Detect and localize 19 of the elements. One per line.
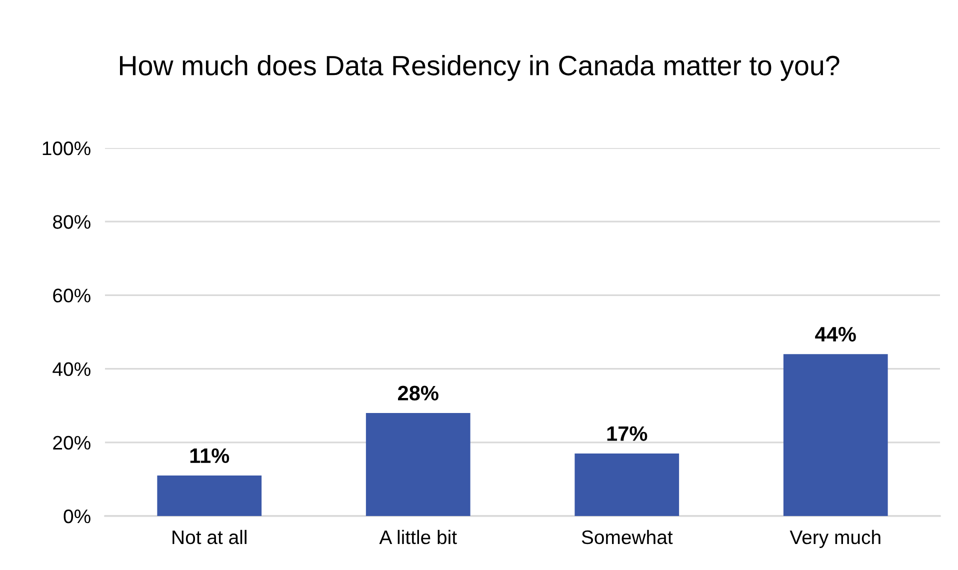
bar	[366, 412, 470, 516]
data-label: 17%	[607, 426, 648, 441]
y-tick-label: 80%	[53, 215, 90, 229]
bar	[157, 476, 262, 516]
chart-title: How much does Data Residency in Canada matter to you?	[120, 55, 840, 81]
x-tick-label: Very much	[790, 530, 880, 548]
data-label: 44%	[815, 326, 856, 342]
x-tick-label: A little bit	[379, 530, 457, 544]
data-label: 28%	[398, 386, 438, 401]
x-tick-label: Somewhat	[582, 530, 673, 544]
y-tick-label: 0%	[64, 509, 90, 524]
bar	[574, 453, 680, 516]
y-tick-label: 40%	[52, 362, 90, 376]
x-tick-label: Not at all	[172, 530, 246, 544]
y-tick-label: 100%	[42, 141, 90, 156]
bar	[783, 354, 888, 516]
y-tick-label: 20%	[53, 436, 90, 450]
y-tick-label: 60%	[53, 288, 90, 302]
data-label: 11%	[190, 448, 230, 464]
